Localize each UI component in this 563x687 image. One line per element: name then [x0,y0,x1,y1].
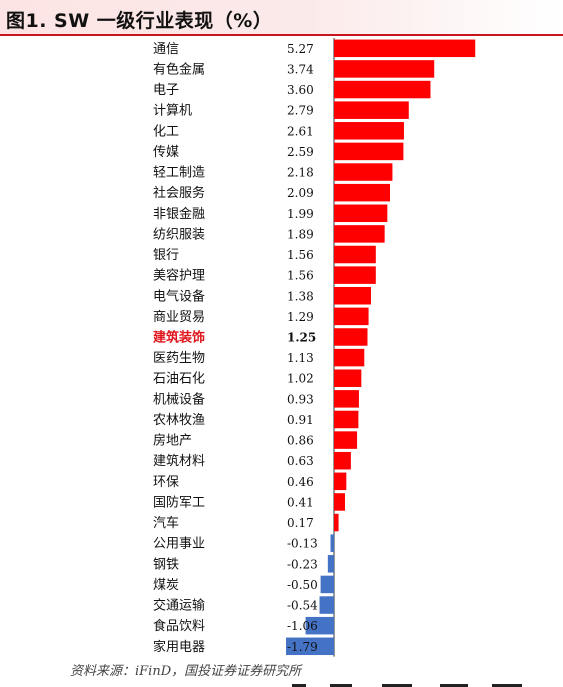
category-label: 美容护理 [153,268,205,284]
category-label: 建筑装饰 [153,329,205,345]
category-label: 通信 [153,42,179,57]
category-label: 国防军工 [153,494,205,510]
bar [334,245,376,264]
category-label: 轻工制造 [153,166,205,181]
category-label: 电子 [153,83,179,98]
category-label: 公用事业 [153,537,205,552]
category-label: 非银金融 [153,206,205,222]
category-label: 建筑材料 [153,453,205,469]
cut-off-footer [0,680,563,687]
bar [334,183,391,202]
value-label: -0.50 [287,578,318,592]
bar [334,410,359,429]
category-label: 有色金属 [153,61,205,77]
value-label: 2.09 [287,186,314,200]
bar [334,80,431,99]
value-label: 2.18 [287,166,314,180]
category-label: 化工 [153,124,179,139]
bar [334,348,365,367]
bar [334,163,393,181]
source-note: 资料来源：iFinD，国投证券证券研究所 [70,664,302,679]
category-label: 电气设备 [153,288,205,304]
bar [334,60,435,78]
value-label: 3.60 [287,83,314,97]
category-label: 钢铁 [153,557,179,572]
value-label: 0.91 [287,413,314,427]
bar [334,493,345,511]
value-label: 5.27 [287,42,314,56]
value-label: 1.25 [287,330,316,344]
category-label: 环保 [153,475,179,490]
bar [334,101,409,119]
category-label: 医药生物 [153,351,205,366]
bar [334,204,388,223]
bar [286,637,334,656]
title-bar: 图1. SW 一级行业表现（%） [0,0,563,36]
bar-chart: 通信 5.27 有色金属 3.74 电子 3.60 计算机 2.79 化工 2.61 传媒 2.59 轻… [153,38,476,657]
value-label: -1.06 [287,619,318,633]
bar [334,451,351,470]
category-label: 计算机 [153,104,192,119]
value-label: 1.99 [287,207,314,221]
value-label: 0.46 [287,475,314,489]
value-label: 0.41 [287,495,314,509]
category-label: 食品饮料 [153,618,205,634]
value-label: 0.17 [287,516,314,530]
category-label: 传媒 [153,145,179,160]
bar [334,142,404,161]
category-label: 房地产 [153,433,192,449]
bar [334,287,371,305]
value-label: 1.56 [287,248,314,262]
bar [334,513,339,532]
bar [334,431,358,449]
value-label: 3.74 [287,62,314,76]
category-label: 汽车 [153,515,179,531]
bar [320,575,334,594]
category-label: 交通运输 [153,598,205,614]
category-label: 石油石化 [153,372,205,387]
category-label: 家用电器 [153,639,205,655]
category-label: 银行 [153,248,179,263]
bar [334,122,404,140]
value-label: 0.93 [287,392,314,406]
category-label: 纺织服装 [153,227,205,242]
bar [334,328,368,346]
bar [330,534,334,552]
bar [334,266,376,284]
value-label: 0.63 [287,454,314,468]
bar [334,390,359,408]
category-label: 煤炭 [153,578,179,593]
value-label: 2.79 [287,104,314,118]
value-label: 1.29 [287,310,314,324]
value-label: 2.61 [287,124,314,138]
value-label: 2.59 [287,145,314,159]
value-label: 0.86 [287,434,314,448]
category-label: 社会服务 [153,185,205,201]
bar [334,39,476,58]
value-label: 1.56 [287,269,314,283]
bar [334,369,362,387]
bar [334,307,369,326]
bar [319,596,334,614]
value-label: 1.38 [287,289,314,303]
value-label: -0.54 [287,599,318,613]
bar [327,555,334,573]
bar [334,472,347,491]
bar [334,225,385,243]
value-label: -1.79 [287,640,318,654]
value-label: 1.02 [287,372,314,386]
category-label: 商业贸易 [153,310,205,325]
chart-title: 图1. SW 一级行业表现（%） [6,10,273,32]
value-label: 1.89 [287,227,314,241]
bar [305,616,334,635]
category-label: 农林牧渔 [153,413,205,428]
category-label: 机械设备 [153,391,205,407]
value-label: -0.23 [287,557,318,571]
value-label: 1.13 [287,351,314,365]
value-label: -0.13 [287,537,318,551]
